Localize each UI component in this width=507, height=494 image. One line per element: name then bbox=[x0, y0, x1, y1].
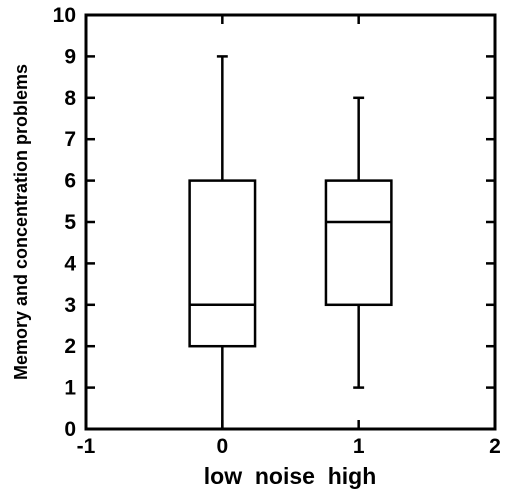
iqr-box bbox=[188, 179, 257, 348]
x-tick-label: 2 bbox=[489, 435, 501, 458]
boxes-layer bbox=[188, 55, 393, 431]
y-tick-label: 6 bbox=[64, 170, 76, 193]
y-tick-label: 2 bbox=[64, 335, 76, 358]
y-tick-label: 10 bbox=[53, 4, 76, 27]
y-axis-title: Memory and concentration problems bbox=[11, 64, 31, 380]
y-tick-label: 9 bbox=[64, 45, 76, 68]
y-tick-label: 3 bbox=[64, 294, 76, 317]
y-tick-label: 0 bbox=[64, 418, 76, 441]
y-tick-label: 8 bbox=[64, 87, 76, 110]
x-tick-label: 0 bbox=[216, 435, 228, 458]
x-tick-label: -1 bbox=[77, 435, 96, 458]
iqr-box bbox=[324, 179, 393, 307]
ticks-layer bbox=[84, 13, 497, 431]
y-tick-label: 4 bbox=[64, 252, 76, 275]
y-tick-label: 5 bbox=[64, 211, 76, 234]
x-tick-label: 1 bbox=[353, 435, 365, 458]
y-tick-label: 7 bbox=[64, 128, 76, 151]
plot-frame bbox=[84, 13, 497, 431]
x-axis-title: low noise high bbox=[204, 463, 377, 489]
y-tick-label: 1 bbox=[64, 377, 76, 400]
